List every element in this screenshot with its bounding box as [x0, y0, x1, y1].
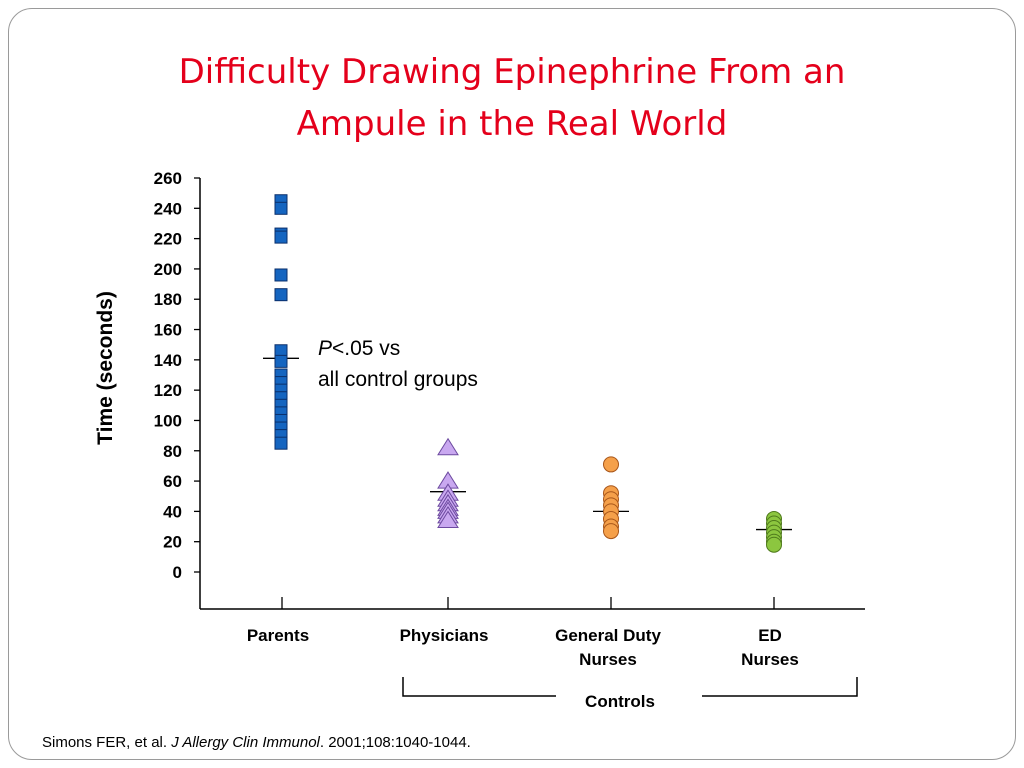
category-labels: Parents Physicians General Duty Nurses ED Nur… [247, 626, 799, 669]
y-tick-label-240: 240 [154, 199, 182, 218]
controls-bracket-label: Controls [585, 692, 655, 711]
controls-bracket: Controls [402, 677, 858, 711]
data-point-0-5 [274, 288, 288, 302]
data-point-0-17 [274, 436, 288, 450]
annotation-line-2: all control groups [318, 368, 478, 391]
data-point-0-3 [274, 230, 288, 244]
category-label-2-line-1: Nurses [579, 650, 637, 669]
category-label-2-line-0: General Duty [555, 626, 661, 645]
y-tick-label-80: 80 [163, 442, 182, 461]
data-point-2-0 [603, 456, 619, 473]
category-label-0-line-0: Parents [247, 626, 309, 645]
category-label-1-line-0: Physicians [400, 626, 489, 645]
y-tick-label-180: 180 [154, 290, 182, 309]
y-tick-label-60: 60 [163, 472, 182, 491]
y-tick-label-260: 260 [154, 169, 182, 188]
annotation-line-1: P<.05 vs [318, 333, 478, 364]
slide-title-line-1: Difficulty Drawing Epinephrine From an [178, 52, 846, 92]
y-tick-label-20: 20 [163, 533, 182, 552]
controls-bracket-right [702, 677, 858, 697]
data-point-0-4 [274, 268, 288, 282]
significance-annotation: P<.05 vs all control groups [318, 333, 478, 395]
slide-frame [8, 8, 1016, 760]
data-point-1-8 [437, 510, 459, 528]
citation: Simons FER, et al. J Allergy Clin Immuno… [42, 734, 471, 751]
y-tick-label-0: 0 [173, 563, 182, 582]
category-label-3-line-1: Nurses [741, 650, 799, 669]
citation-journal: J Allergy Clin Immunol [171, 734, 320, 751]
data-point-2-7 [603, 523, 619, 540]
controls-bracket-left [402, 677, 556, 697]
y-tick-label-200: 200 [154, 260, 182, 279]
y-tick-label-40: 40 [163, 502, 182, 521]
y-tick-label-140: 140 [154, 351, 182, 370]
data-point-1-0 [437, 437, 459, 456]
slide-title-line-2: Ampule in the Real World [296, 104, 728, 144]
annotation-p: P [318, 337, 333, 360]
data-points [274, 194, 782, 553]
category-label-3-line-0: ED [758, 626, 782, 645]
citation-authors: Simons FER, et al. [42, 734, 168, 751]
chart-axes: 0 20 40 60 80 100 120 140 160 180 200 220 240 260 [154, 169, 865, 610]
data-point-3-6 [766, 536, 782, 553]
data-point-0-7 [274, 354, 288, 368]
citation-details: . 2001;108:1040-1044. [319, 734, 471, 751]
y-tick-label-120: 120 [154, 381, 182, 400]
annotation-p-rest: <.05 vs [332, 337, 401, 360]
data-point-0-1 [274, 201, 288, 215]
y-tick-label-160: 160 [154, 321, 182, 340]
y-tick-label-220: 220 [154, 230, 182, 249]
y-tick-label-100: 100 [154, 411, 182, 430]
